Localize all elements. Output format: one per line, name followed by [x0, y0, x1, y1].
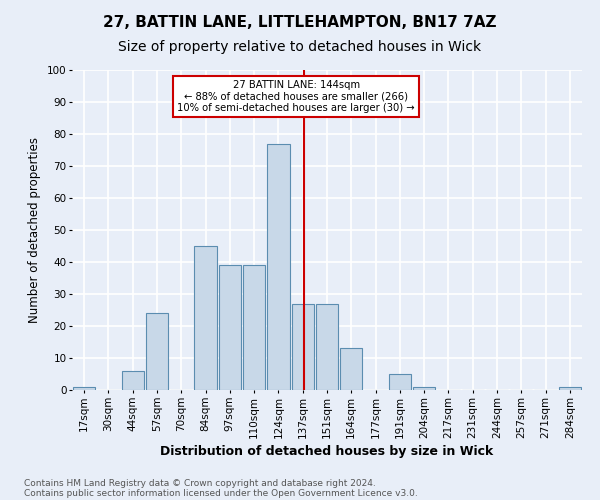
Bar [218, 265, 241, 390]
Bar [340, 348, 362, 390]
Bar [243, 265, 265, 390]
Bar [122, 371, 144, 390]
Bar [559, 387, 581, 390]
Bar [146, 313, 168, 390]
Text: 27, BATTIN LANE, LITTLEHAMPTON, BN17 7AZ: 27, BATTIN LANE, LITTLEHAMPTON, BN17 7AZ [103, 15, 497, 30]
Bar [267, 144, 290, 390]
Y-axis label: Number of detached properties: Number of detached properties [28, 137, 41, 323]
Bar [194, 246, 217, 390]
Text: Size of property relative to detached houses in Wick: Size of property relative to detached ho… [118, 40, 482, 54]
Bar [316, 304, 338, 390]
Text: 27 BATTIN LANE: 144sqm
← 88% of detached houses are smaller (266)
10% of semi-de: 27 BATTIN LANE: 144sqm ← 88% of detached… [178, 80, 415, 113]
X-axis label: Distribution of detached houses by size in Wick: Distribution of detached houses by size … [160, 444, 494, 458]
Text: Contains HM Land Registry data © Crown copyright and database right 2024.: Contains HM Land Registry data © Crown c… [24, 478, 376, 488]
Bar [413, 387, 436, 390]
Bar [389, 374, 411, 390]
Bar [73, 387, 95, 390]
Text: Contains public sector information licensed under the Open Government Licence v3: Contains public sector information licen… [24, 488, 418, 498]
Bar [292, 304, 314, 390]
